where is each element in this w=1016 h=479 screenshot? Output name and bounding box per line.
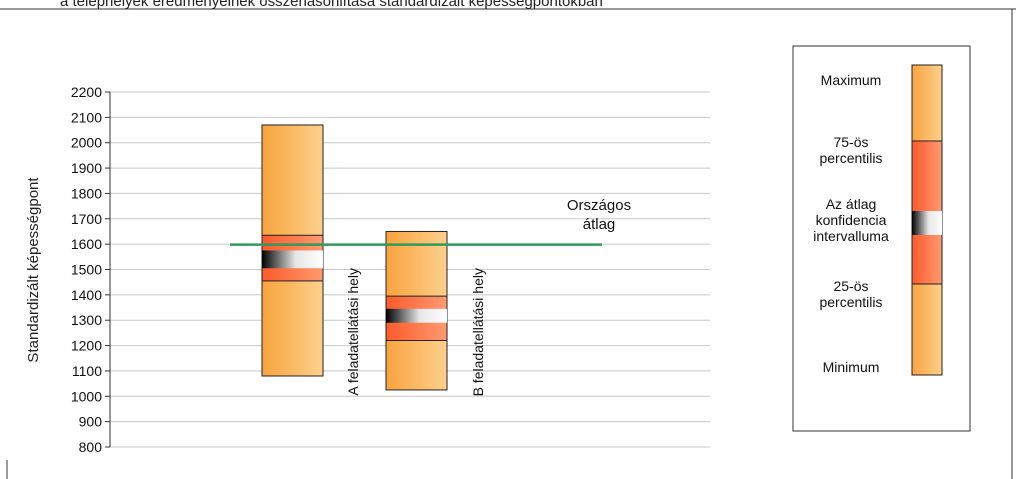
gridlines: [110, 91, 710, 448]
legend-ci-line3: intervalluma: [813, 228, 889, 244]
y-tick-label: 1400: [71, 287, 102, 303]
legend-ci-line2: konfidencia: [816, 212, 887, 228]
y-tick-label: 1000: [71, 388, 102, 404]
y-axis: 800 900 1000 1100 1200 1300 1400 1500 1600 1700 18…: [71, 84, 111, 455]
y-tick-label: 1800: [71, 185, 102, 201]
category-label: A feladatellátási hely: [345, 268, 361, 396]
legend-ci-line1: Az átlag: [826, 196, 877, 212]
legend-p75-line2: percentilis: [819, 150, 882, 166]
y-tick-label: 2000: [71, 135, 102, 151]
ci-bar: [262, 250, 323, 269]
y-axis-title: Standardizált képességpont: [25, 177, 42, 363]
y-tick-label: 2100: [71, 109, 102, 125]
reference-label-line1: Országos: [567, 197, 631, 214]
legend-p25-line2: percentilis: [819, 294, 882, 310]
y-tick-label: 2200: [71, 84, 102, 100]
y-tick-label: 1100: [72, 363, 102, 379]
legend: Maximum 75-ös percentilis Az átlag konfi…: [792, 45, 971, 432]
y-tick-label: 800: [79, 439, 103, 455]
y-tick-label: 1500: [71, 262, 102, 278]
legend-max: Maximum: [821, 72, 882, 88]
legend-ci-swatch: [912, 211, 942, 235]
reference-line-group: Országos átlag: [230, 197, 631, 246]
legend-min: Minimum: [823, 359, 880, 375]
box-a: [261, 124, 324, 377]
y-tick-label: 1200: [71, 338, 102, 354]
header-text: a telephelyek eredményeinek összehasonlí…: [60, 0, 603, 10]
y-tick-label: 1600: [71, 236, 102, 252]
category-labels: A feladatellátási hely B feladatellátási …: [345, 268, 486, 396]
box-b: [385, 230, 448, 391]
legend-bar: [911, 64, 943, 376]
legend-p25-line1: 25-ös: [833, 278, 868, 294]
y-tick-label: 1700: [71, 211, 102, 227]
y-tick-label: 1300: [71, 312, 102, 328]
category-label: B feladatellátási hely: [470, 268, 486, 396]
legend-p75-line1: 75-ös: [833, 134, 868, 150]
boxplots: [261, 124, 448, 391]
ci-bar: [386, 308, 447, 323]
y-tick-label: 900: [79, 414, 103, 430]
reference-label-line2: átlag: [583, 216, 616, 233]
y-tick-label: 1900: [71, 160, 102, 176]
